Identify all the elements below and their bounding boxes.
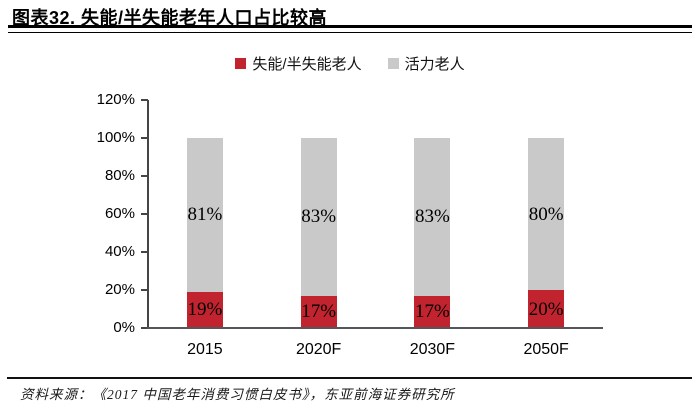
bar-value-label: 20% (528, 298, 564, 320)
x-axis-label: 2050F (523, 341, 569, 358)
figure-title: 图表32. 失能/半失能老年人口占比较高 (12, 8, 328, 28)
legend-item: 活力老人 (387, 53, 465, 74)
y-tick-label: 80% (104, 167, 135, 184)
y-tick-mark (141, 175, 148, 177)
bar-segment-2030F: 83% (414, 138, 451, 296)
bar-column-2050F: 80% 20% 2050F (489, 100, 603, 358)
x-axis-label: 2015 (187, 341, 223, 358)
bar-value-label: 17% (301, 301, 337, 323)
bar-column-2020F: 83% 17% 2020F (262, 100, 376, 358)
x-axis-label: 2020F (295, 341, 342, 358)
bar-value-label: 17% (414, 301, 450, 323)
y-axis: 0% 20% 40% 60% 80% 100% 120% (0, 91, 148, 336)
y-tick-mark (141, 99, 148, 101)
legend-label: 活力老人 (404, 56, 465, 73)
legend-swatch-icon (235, 58, 247, 69)
bar-value-label: 81% (187, 204, 223, 226)
x-axis-label: 2030F (409, 341, 456, 358)
legend-label: 失能/半失能老人 (252, 56, 362, 73)
bar-segment-2050F: 20% (528, 290, 565, 328)
y-tick-mark (141, 251, 148, 253)
bar-column-2015: 81% 19% 2015 (148, 100, 262, 358)
y-tick-mark (141, 213, 148, 215)
bar-value-label: 80% (528, 203, 564, 225)
footer-rule (7, 377, 692, 379)
x-axis-line (147, 326, 603, 329)
y-tick-label: 120% (96, 91, 135, 108)
y-tick-mark (141, 137, 148, 139)
bar-segment-2015: 81% (186, 138, 223, 292)
y-tick-label: 40% (104, 243, 135, 260)
title-rule-thin (8, 32, 692, 34)
legend-swatch-icon (387, 58, 399, 69)
legend: 失能/半失能老人 活力老人 (0, 53, 700, 74)
y-axis-line (147, 100, 149, 329)
bar-value-label: 83% (301, 206, 337, 228)
legend-item: 失能/半失能老人 (235, 53, 362, 74)
bars-layer: 81% 19% 2015 83% 17% 2020F 83% 17% 2030F 80% 20% 20… (148, 100, 603, 358)
bar-value-label: 83% (414, 206, 450, 228)
y-tick-label: 60% (104, 205, 135, 222)
bar-segment-2050F: 80% (528, 138, 565, 290)
y-tick-label: 0% (113, 319, 135, 336)
bar-column-2030F: 83% 17% 2030F (376, 100, 490, 358)
y-tick-label: 20% (104, 281, 135, 298)
title-rule-thick (8, 25, 692, 28)
y-tick-label: 100% (96, 129, 135, 146)
bar-segment-2020F: 17% (300, 295, 337, 328)
bar-segment-2020F: 83% (300, 138, 337, 296)
bar-segment-2015: 19% (186, 291, 223, 328)
source-note: 资料来源：《2017 中国老年消费习惯白皮书》，东亚前海证券研究所 (20, 387, 455, 402)
y-tick-mark (141, 289, 148, 291)
y-tick-mark (141, 327, 148, 329)
bar-value-label: 19% (187, 299, 223, 321)
bar-segment-2030F: 17% (414, 295, 451, 328)
